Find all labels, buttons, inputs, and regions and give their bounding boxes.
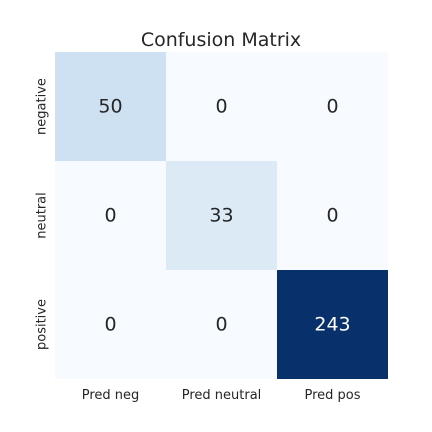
cell-value-r0-c1: 0 xyxy=(215,96,227,118)
y-tick-label-positive: positive xyxy=(35,299,50,350)
heatmap-cell-r0-c0 xyxy=(55,52,166,161)
heatmap-cell-labels: 50 0 0 0 33 0 0 0 243 xyxy=(98,96,350,336)
x-tick-label-1: Pred neutral xyxy=(182,388,262,403)
x-axis-tick-labels: Pred neg Pred neutral Pred pos xyxy=(82,388,361,403)
y-axis-tick-labels: negative neutral positive xyxy=(35,78,50,350)
heatmap-cells xyxy=(55,52,388,379)
x-tick-label-0: Pred neg xyxy=(82,388,140,403)
heatmap-cell-r1-c2 xyxy=(277,161,388,270)
heatmap-cell-r0-c1 xyxy=(166,52,277,161)
cell-value-r1-c1: 33 xyxy=(209,205,233,227)
heatmap-cell-r0-c2 xyxy=(277,52,388,161)
y-tick-label-neutral: neutral xyxy=(35,192,50,239)
chart-title: Confusion Matrix xyxy=(141,29,301,51)
cell-value-r0-c2: 0 xyxy=(326,96,338,118)
cell-value-r1-c0: 0 xyxy=(104,205,116,227)
cell-value-r2-c2: 243 xyxy=(314,314,350,336)
x-tick-label-2: Pred pos xyxy=(304,388,360,403)
cell-value-r1-c2: 0 xyxy=(326,205,338,227)
cell-value-r2-c1: 0 xyxy=(215,314,227,336)
heatmap-cell-r2-c2 xyxy=(277,270,388,379)
cell-value-r2-c0: 0 xyxy=(104,314,116,336)
cell-value-r0-c0: 50 xyxy=(98,96,122,118)
y-tick-label-negative: negative xyxy=(35,78,50,135)
heatmap-cell-r1-c1 xyxy=(166,161,277,270)
heatmap-cell-r2-c0 xyxy=(55,270,166,379)
heatmap-cell-r1-c0 xyxy=(55,161,166,270)
heatmap-cell-r2-c1 xyxy=(166,270,277,379)
